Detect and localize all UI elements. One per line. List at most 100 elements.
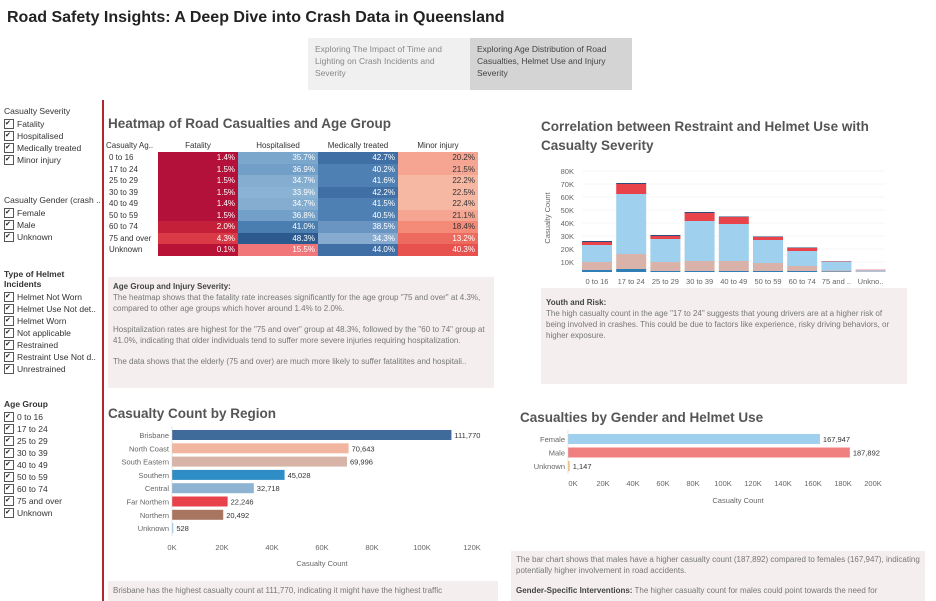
heatmap-row-label: 40 to 49: [109, 199, 138, 209]
heatmap-cell[interactable]: 21.1%: [398, 209, 478, 221]
checkbox-icon[interactable]: [4, 448, 14, 458]
checkbox-icon[interactable]: [4, 131, 14, 141]
checkbox-icon[interactable]: [4, 220, 14, 230]
checkbox-icon[interactable]: [4, 119, 14, 129]
heatmap-row-label: 60 to 74: [109, 222, 138, 232]
heatmap-cell[interactable]: 22.4%: [398, 198, 478, 210]
x-tick-label: 160K: [804, 479, 822, 488]
heatmap-row: 40 to 49 1.4% 34.7% 41.5% 22.4%: [106, 198, 478, 210]
heatmap-cell[interactable]: 22.2%: [398, 175, 478, 187]
filter-option[interactable]: 50 to 59: [4, 471, 62, 483]
filter-option[interactable]: Helmet Worn: [4, 315, 102, 327]
heatmap-cell[interactable]: 0.1%: [158, 244, 238, 256]
filter-option[interactable]: Restraint Use Not d..: [4, 351, 102, 363]
checkbox-icon[interactable]: [4, 316, 14, 326]
heatmap-cell[interactable]: 21.5%: [398, 163, 478, 175]
filter-option[interactable]: Male: [4, 219, 101, 231]
checkbox-icon[interactable]: [4, 292, 14, 302]
heatmap-cell[interactable]: 1.5%: [158, 186, 238, 198]
bar-segment: [650, 239, 681, 262]
checkbox-icon[interactable]: [4, 484, 14, 494]
filter-option[interactable]: Not applicable: [4, 327, 102, 339]
filter-option[interactable]: Restrained: [4, 339, 102, 351]
heatmap-row: 30 to 39 1.5% 33.9% 42.2% 22.5%: [106, 186, 478, 198]
filter-option[interactable]: Helmet Not Worn: [4, 291, 102, 303]
checkbox-icon[interactable]: [4, 364, 14, 374]
heatmap-cell[interactable]: 36.9%: [238, 163, 318, 175]
filter-option[interactable]: Hospitalised: [4, 130, 81, 142]
heatmap-cell[interactable]: 44.0%: [318, 244, 398, 256]
checkbox-icon[interactable]: [4, 496, 14, 506]
filter-option[interactable]: Medically treated: [4, 142, 81, 154]
checkbox-icon[interactable]: [4, 328, 14, 338]
heatmap-cell[interactable]: 1.5%: [158, 163, 238, 175]
checkbox-icon[interactable]: [4, 208, 14, 218]
checkbox-icon[interactable]: [4, 424, 14, 434]
checkbox-icon[interactable]: [4, 143, 14, 153]
y-tick-label: 70K: [561, 180, 574, 189]
filter-option[interactable]: Fatality: [4, 118, 81, 130]
heatmap-cell[interactable]: 36.8%: [238, 209, 318, 221]
heatmap-cell[interactable]: 42.7%: [318, 152, 398, 164]
heatmap-cell[interactable]: 20.2%: [398, 152, 478, 164]
tab-time-lighting[interactable]: Exploring The Impact of Time and Lightin…: [308, 38, 470, 90]
heatmap-cell[interactable]: 4.3%: [158, 232, 238, 244]
heatmap-cell[interactable]: 1.5%: [158, 175, 238, 187]
heatmap-cell[interactable]: 22.5%: [398, 186, 478, 198]
heatmap-cell[interactable]: 2.0%: [158, 221, 238, 233]
filter-option[interactable]: 75 and over: [4, 495, 62, 507]
filter-option[interactable]: 17 to 24: [4, 423, 62, 435]
heatmap-cell[interactable]: 1.4%: [158, 198, 238, 210]
insight-text: Gender-Specific Interventions: The highe…: [516, 586, 878, 595]
heatmap-cell[interactable]: 13.2%: [398, 232, 478, 244]
heatmap-cell[interactable]: 41.0%: [238, 221, 318, 233]
x-tick-label: 60K: [315, 543, 328, 552]
region-insight: Brisbane has the highest casualty count …: [108, 581, 498, 601]
heatmap-cell[interactable]: 40.3%: [398, 244, 478, 256]
heatmap-cell[interactable]: 34.7%: [238, 175, 318, 187]
checkbox-icon[interactable]: [4, 436, 14, 446]
filter-option[interactable]: Unknown: [4, 231, 101, 243]
gender-bar: [568, 434, 820, 444]
heatmap-cell[interactable]: 40.2%: [318, 163, 398, 175]
filter-option[interactable]: Helmet Use Not det..: [4, 303, 102, 315]
filter-option[interactable]: Minor injury: [4, 154, 81, 166]
region-chart-title: Casualty Count by Region: [108, 406, 277, 421]
filter-option[interactable]: 30 to 39: [4, 447, 62, 459]
filter-option[interactable]: Unrestrained: [4, 363, 102, 375]
filter-option[interactable]: 0 to 16: [4, 411, 62, 423]
heatmap-cell[interactable]: 38.5%: [318, 221, 398, 233]
heatmap-cell[interactable]: 1.5%: [158, 209, 238, 221]
x-tick-label: 40 to 49: [720, 277, 747, 286]
heatmap-cell[interactable]: 15.5%: [238, 244, 318, 256]
checkbox-icon[interactable]: [4, 352, 14, 362]
filter-option[interactable]: 25 to 29: [4, 435, 62, 447]
filter-option[interactable]: Unknown: [4, 507, 62, 519]
checkbox-icon[interactable]: [4, 232, 14, 242]
checkbox-icon[interactable]: [4, 155, 14, 165]
heatmap-cell[interactable]: 41.6%: [318, 175, 398, 187]
heatmap-cell[interactable]: 1.4%: [158, 152, 238, 164]
checkbox-icon[interactable]: [4, 412, 14, 422]
heatmap-cell[interactable]: 41.5%: [318, 198, 398, 210]
checkbox-icon[interactable]: [4, 472, 14, 482]
checkbox-icon[interactable]: [4, 304, 14, 314]
checkbox-icon[interactable]: [4, 508, 14, 518]
checkbox-icon[interactable]: [4, 340, 14, 350]
filter-option[interactable]: 40 to 49: [4, 459, 62, 471]
bar-segment: [855, 271, 886, 272]
tab-age-distribution[interactable]: Exploring Age Distribution of Road Casua…: [470, 38, 632, 90]
heatmap-cell[interactable]: 48.3%: [238, 232, 318, 244]
checkbox-icon[interactable]: [4, 460, 14, 470]
heatmap-cell[interactable]: 18.4%: [398, 221, 478, 233]
x-tick-label: 120K: [463, 543, 481, 552]
heatmap-cell[interactable]: 42.2%: [318, 186, 398, 198]
heatmap-cell[interactable]: 33.9%: [238, 186, 318, 198]
heatmap-cell[interactable]: 35.7%: [238, 152, 318, 164]
filter-option[interactable]: 60 to 74: [4, 483, 62, 495]
heatmap-cell[interactable]: 34.3%: [318, 232, 398, 244]
filter-option[interactable]: Female: [4, 207, 101, 219]
heatmap-cell[interactable]: 34.7%: [238, 198, 318, 210]
bar-value-label: 167,947: [823, 435, 850, 444]
heatmap-cell[interactable]: 40.5%: [318, 209, 398, 221]
